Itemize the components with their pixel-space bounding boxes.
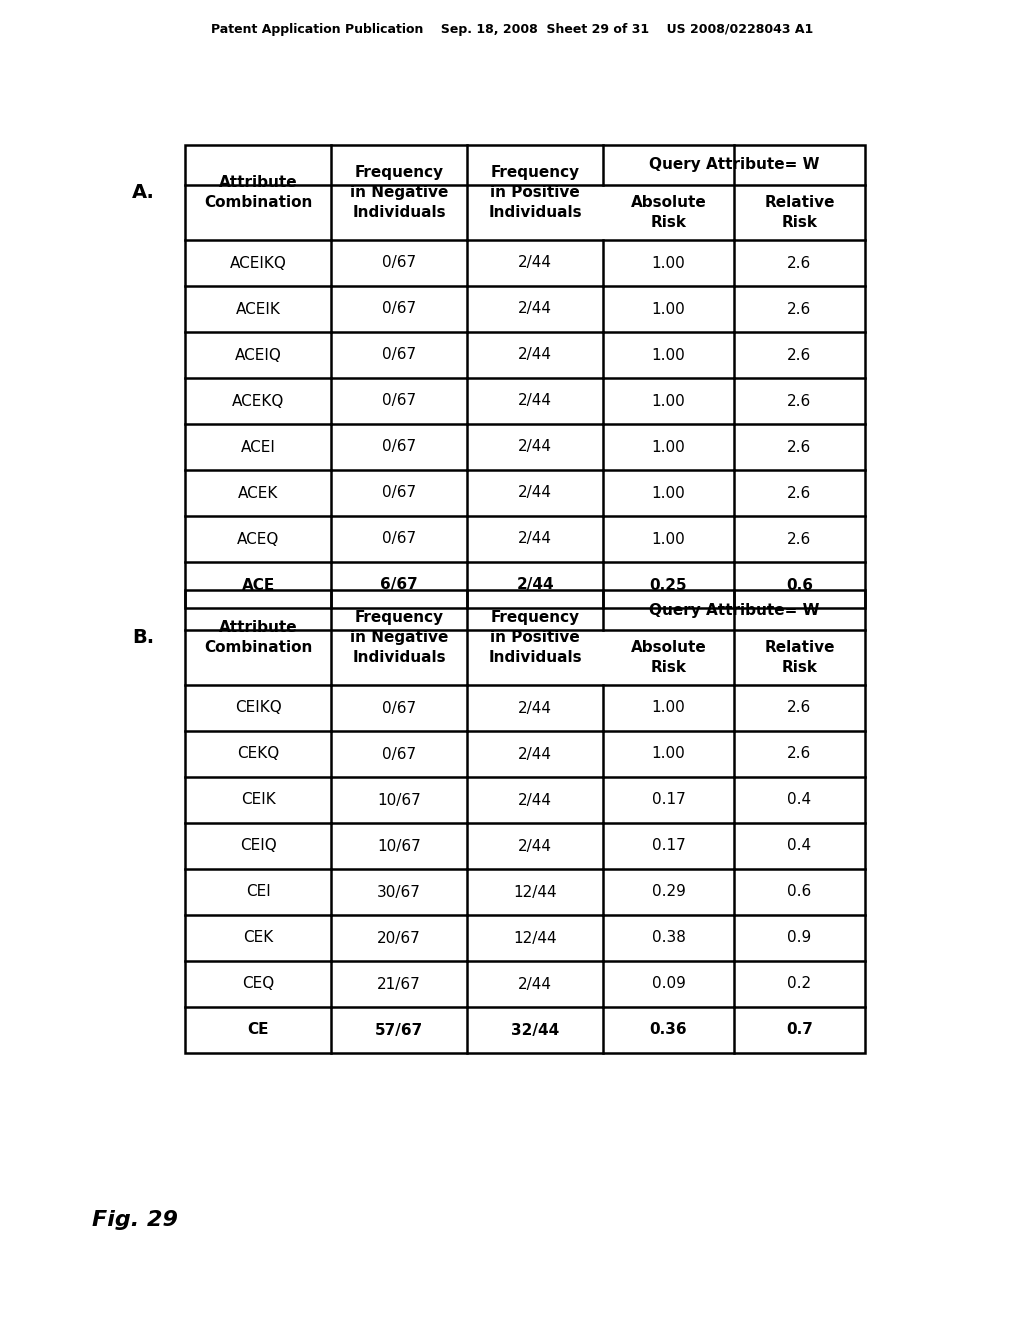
Text: 2/44: 2/44	[518, 747, 552, 762]
Text: ACEKQ: ACEKQ	[231, 393, 285, 408]
Text: Frequency
in Positive
Individuals: Frequency in Positive Individuals	[488, 165, 582, 220]
Text: 1.00: 1.00	[651, 440, 685, 454]
Text: CEIQ: CEIQ	[240, 838, 276, 854]
Text: 0.17: 0.17	[651, 792, 685, 808]
Text: 0.6: 0.6	[785, 578, 813, 593]
Text: 1.00: 1.00	[651, 301, 685, 317]
Bar	[185, 590, 865, 1053]
Bar	[185, 145, 865, 609]
Text: Relative
Risk: Relative Risk	[764, 195, 835, 230]
Text: 12/44: 12/44	[513, 931, 557, 945]
Text: 2.6: 2.6	[787, 440, 811, 454]
Text: 1.00: 1.00	[651, 256, 685, 271]
Text: 2.6: 2.6	[787, 347, 811, 363]
Text: 2.6: 2.6	[787, 256, 811, 271]
Text: 0.29: 0.29	[651, 884, 685, 899]
Text: Attribute
Combination: Attribute Combination	[204, 176, 312, 210]
Text: ACEQ: ACEQ	[237, 532, 280, 546]
Text: 2/44: 2/44	[518, 977, 552, 991]
Text: 2/44: 2/44	[518, 792, 552, 808]
Text: Frequency
in Negative
Individuals: Frequency in Negative Individuals	[350, 610, 449, 665]
Text: 2.6: 2.6	[787, 701, 811, 715]
Text: 0.38: 0.38	[651, 931, 685, 945]
Text: 21/67: 21/67	[377, 977, 421, 991]
Text: 1.00: 1.00	[651, 393, 685, 408]
Text: 1.00: 1.00	[651, 701, 685, 715]
Text: 2/44: 2/44	[518, 393, 552, 408]
Text: 1.00: 1.00	[651, 486, 685, 500]
Text: ACE: ACE	[242, 578, 274, 593]
Text: 0/67: 0/67	[382, 440, 417, 454]
Text: B.: B.	[132, 628, 154, 647]
Text: 2/44: 2/44	[518, 256, 552, 271]
Text: 57/67: 57/67	[375, 1023, 423, 1038]
Text: 0/67: 0/67	[382, 532, 417, 546]
Text: Frequency
in Positive
Individuals: Frequency in Positive Individuals	[488, 610, 582, 665]
Text: CEK: CEK	[243, 931, 273, 945]
Text: A.: A.	[131, 183, 155, 202]
Text: 2.6: 2.6	[787, 393, 811, 408]
Text: CE: CE	[248, 1023, 269, 1038]
Text: 32/44: 32/44	[511, 1023, 559, 1038]
Text: 0/67: 0/67	[382, 347, 417, 363]
Text: Absolute
Risk: Absolute Risk	[631, 640, 707, 675]
Text: Frequency
in Negative
Individuals: Frequency in Negative Individuals	[350, 165, 449, 220]
Text: Query Attribute= W: Query Attribute= W	[649, 602, 819, 618]
Text: 0/67: 0/67	[382, 256, 417, 271]
Text: CEI: CEI	[246, 884, 270, 899]
Text: 2.6: 2.6	[787, 486, 811, 500]
Text: Fig. 29: Fig. 29	[92, 1210, 178, 1230]
Text: 2/44: 2/44	[518, 301, 552, 317]
Text: 0.25: 0.25	[649, 578, 687, 593]
Text: Patent Application Publication    Sep. 18, 2008  Sheet 29 of 31    US 2008/02280: Patent Application Publication Sep. 18, …	[211, 24, 813, 37]
Text: Query Attribute= W: Query Attribute= W	[649, 157, 819, 173]
Text: 0.09: 0.09	[651, 977, 685, 991]
Text: ACEIK: ACEIK	[236, 301, 281, 317]
Text: 2.6: 2.6	[787, 532, 811, 546]
Text: 10/67: 10/67	[377, 792, 421, 808]
Text: 0/67: 0/67	[382, 701, 417, 715]
Text: 0.6: 0.6	[787, 884, 811, 899]
Text: 20/67: 20/67	[377, 931, 421, 945]
Text: 2/44: 2/44	[518, 440, 552, 454]
Text: 30/67: 30/67	[377, 884, 421, 899]
Text: 0.4: 0.4	[787, 792, 811, 808]
Text: CEIK: CEIK	[241, 792, 275, 808]
Text: 1.00: 1.00	[651, 747, 685, 762]
Text: Attribute
Combination: Attribute Combination	[204, 620, 312, 655]
Text: 2.6: 2.6	[787, 301, 811, 317]
Text: 0/67: 0/67	[382, 393, 417, 408]
Text: 0.17: 0.17	[651, 838, 685, 854]
Text: 12/44: 12/44	[513, 884, 557, 899]
Text: Absolute
Risk: Absolute Risk	[631, 195, 707, 230]
Text: ACEI: ACEI	[241, 440, 275, 454]
Text: 1.00: 1.00	[651, 532, 685, 546]
Text: 0/67: 0/67	[382, 486, 417, 500]
Text: 2/44: 2/44	[518, 347, 552, 363]
Text: ACEIKQ: ACEIKQ	[229, 256, 287, 271]
Text: Relative
Risk: Relative Risk	[764, 640, 835, 675]
Text: 2/44: 2/44	[518, 701, 552, 715]
Text: 1.00: 1.00	[651, 347, 685, 363]
Text: 2/44: 2/44	[518, 486, 552, 500]
Text: CEKQ: CEKQ	[237, 747, 280, 762]
Text: 0.36: 0.36	[649, 1023, 687, 1038]
Text: ACEK: ACEK	[238, 486, 279, 500]
Text: 2/44: 2/44	[516, 578, 554, 593]
Text: 10/67: 10/67	[377, 838, 421, 854]
Text: 0.4: 0.4	[787, 838, 811, 854]
Text: CEQ: CEQ	[242, 977, 274, 991]
Text: 0.2: 0.2	[787, 977, 811, 991]
Text: 0/67: 0/67	[382, 301, 417, 317]
Text: ACEIQ: ACEIQ	[234, 347, 282, 363]
Text: CEIKQ: CEIKQ	[234, 701, 282, 715]
Text: 2/44: 2/44	[518, 838, 552, 854]
Text: 0.9: 0.9	[787, 931, 811, 945]
Text: 6/67: 6/67	[380, 578, 418, 593]
Text: 2/44: 2/44	[518, 532, 552, 546]
Text: 2.6: 2.6	[787, 747, 811, 762]
Text: 0.7: 0.7	[786, 1023, 813, 1038]
Text: 0/67: 0/67	[382, 747, 417, 762]
